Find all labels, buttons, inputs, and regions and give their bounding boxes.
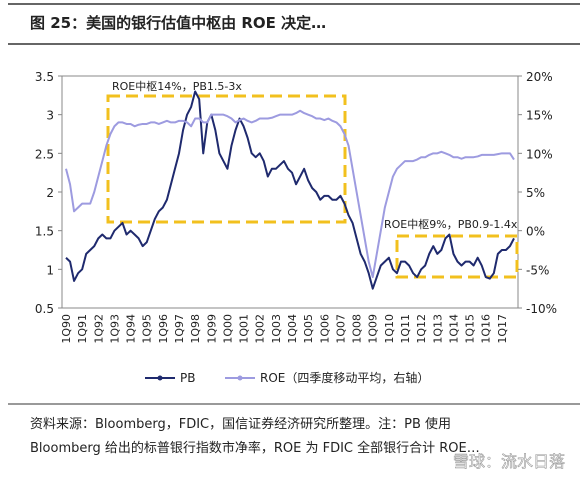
legend-label: ROE（四季度移动平均，右轴）	[260, 370, 429, 385]
x-tick-label: 1Q16	[480, 314, 493, 344]
annotation: ROE中枢14%，PB1.5-3x	[112, 79, 242, 93]
x-tick-label: 1Q12	[415, 314, 428, 344]
x-tick-label: 1Q14	[447, 314, 460, 344]
y-tick-label: 3	[46, 109, 54, 123]
y-tick-label: 0.5	[35, 302, 54, 316]
x-tick-label: 1Q91	[76, 314, 89, 344]
x-tick-label: 1Q15	[464, 314, 477, 344]
x-tick-label: 1Q10	[383, 314, 396, 344]
y-tick-label: 2.5	[35, 147, 54, 161]
y2-tick-label: 15%	[526, 109, 553, 123]
x-tick-label: 1Q96	[157, 314, 170, 344]
source-note: 资料来源：Bloomberg，FDIC，国信证券经济研究所整理。注：PB 使用	[30, 416, 451, 432]
highlight-box	[395, 234, 519, 279]
legend: PB ROE（四季度移动平均，右轴）	[145, 370, 429, 385]
x-tick-label: 1Q07	[334, 314, 347, 344]
x-tick-label: 1Q94	[125, 314, 138, 344]
y2-tick-label: 5%	[526, 186, 545, 200]
x-tick-label: 1Q93	[108, 314, 121, 344]
annotation: ROE中枢9%，PB0.9-1.4x	[384, 217, 518, 231]
x-tick-label: 1Q06	[318, 314, 331, 344]
watermark: 雪球：流水日落	[453, 452, 565, 471]
series-line	[65, 109, 515, 279]
x-tick-label: 1Q03	[270, 314, 283, 344]
y2-tick-label: 10%	[526, 147, 553, 161]
series-line	[65, 90, 515, 290]
x-tick-label: 1Q08	[351, 314, 364, 344]
chart-title: 图 25：美国的银行估值中枢由 ROE 决定…	[30, 14, 326, 32]
y2-tick-label: 0%	[526, 225, 545, 239]
x-tick-label: 1Q95	[141, 314, 154, 344]
x-tick-label: 1Q99	[205, 314, 218, 344]
x-tick-label: 1Q98	[189, 314, 202, 344]
x-tick-label: 1Q90	[60, 314, 73, 344]
legend-label: PB	[180, 371, 195, 385]
x-tick-label: 1Q13	[431, 314, 444, 344]
x-tick-label: 1Q09	[367, 314, 380, 344]
y2-tick-label: -10%	[526, 302, 557, 316]
y2-tick-label: 20%	[526, 70, 553, 84]
y-tick-label: 3.5	[35, 70, 54, 84]
x-tick-label: 1Q05	[302, 314, 315, 344]
x-tick-label: 1Q04	[286, 314, 299, 344]
legend-swatch	[237, 375, 243, 381]
y-tick-label: 1.5	[35, 225, 54, 239]
x-tick-label: 1Q02	[254, 314, 267, 344]
source-note: Bloomberg 给出的标普银行指数市净率，ROE 为 FDIC 全部银行合计…	[30, 440, 480, 456]
x-tick-label: 1Q92	[92, 314, 105, 344]
x-tick-label: 1Q17	[496, 314, 509, 344]
x-tick-label: 1Q01	[238, 314, 251, 344]
y-tick-label: 1	[46, 263, 54, 277]
plot-frame	[61, 75, 519, 309]
y2-tick-label: -5%	[526, 263, 549, 277]
x-tick-label: 1Q97	[173, 314, 186, 344]
y-tick-label: 2	[46, 186, 54, 200]
x-tick-label: 1Q00	[221, 314, 234, 344]
highlight-box	[106, 94, 347, 224]
legend-swatch	[157, 375, 163, 381]
x-tick-label: 1Q11	[399, 314, 412, 344]
